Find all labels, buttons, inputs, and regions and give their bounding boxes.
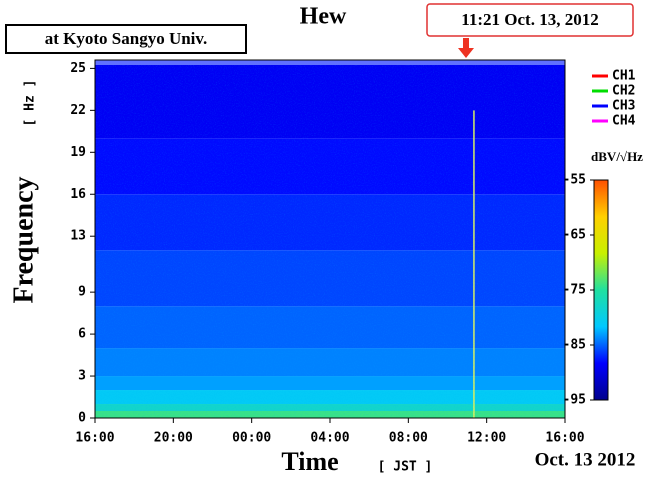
x-tick-label: 00:00 <box>232 431 271 446</box>
colorbar-tick-label: -55 <box>563 173 586 188</box>
y-tick-label: 16 <box>70 187 86 202</box>
x-axis-unit: [ JST ] <box>378 460 433 475</box>
top-band <box>95 60 565 65</box>
colorbar-tick-label: -95 <box>563 393 586 408</box>
y-axis-label: Frequency <box>8 176 39 303</box>
x-axis-label: Time <box>281 447 338 476</box>
y-tick-label: 19 <box>70 145 86 160</box>
event-label: 11:21 Oct. 13, 2012 <box>461 10 598 29</box>
colorbar-label: dBV/√Hz <box>591 149 643 164</box>
colorbar <box>593 179 609 401</box>
legend-label: CH3 <box>612 99 635 114</box>
y-axis-unit: [ Hz ] <box>23 80 38 127</box>
y-tick-label: 0 <box>78 411 86 426</box>
date-label: Oct. 13 2012 <box>535 449 636 470</box>
legend-label: CH1 <box>612 69 636 84</box>
noise-texture <box>95 60 565 418</box>
x-tick-label: 16:00 <box>545 431 584 446</box>
x-tick-label: 04:00 <box>310 431 349 446</box>
x-tick-label: 08:00 <box>389 431 428 446</box>
y-tick-label: 9 <box>78 285 86 300</box>
chart-title: Hew <box>300 4 347 30</box>
event-box <box>426 3 634 37</box>
legend-label: CH2 <box>612 84 635 99</box>
y-tick-label: 6 <box>78 327 86 342</box>
y-tick-label: 25 <box>70 61 86 76</box>
y-tick-label: 22 <box>70 103 86 118</box>
colorbar-tick-label: -65 <box>563 228 586 243</box>
colorbar-tick-label: -85 <box>563 338 586 353</box>
y-tick-label: 3 <box>78 369 86 384</box>
colorbar-tick-label: -75 <box>563 283 586 298</box>
x-tick-label: 20:00 <box>154 431 193 446</box>
x-tick-label: 16:00 <box>75 431 114 446</box>
y-tick-label: 13 <box>70 229 86 244</box>
station-box <box>5 24 247 54</box>
legend-label: CH4 <box>612 114 636 129</box>
x-tick-label: 12:00 <box>467 431 506 446</box>
event-arrow <box>458 38 474 58</box>
station-label: at Kyoto Sangyo Univ. <box>45 29 207 48</box>
